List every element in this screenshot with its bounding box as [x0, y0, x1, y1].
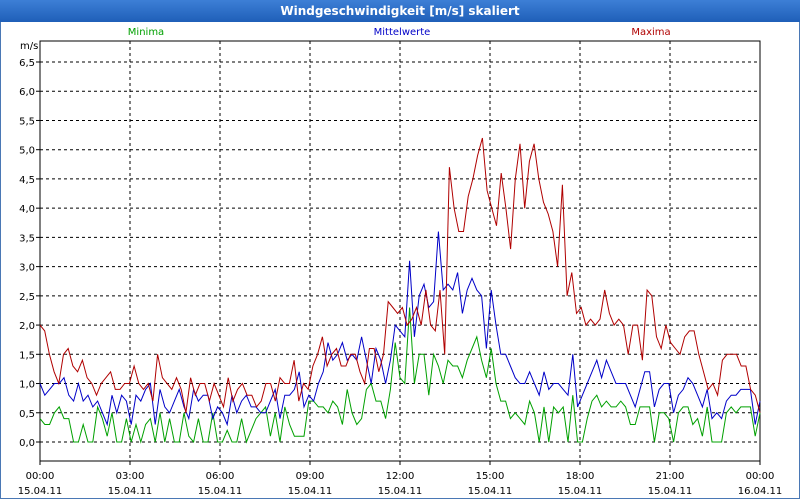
y-tick-label: 1,5 — [19, 350, 35, 361]
x-tick-date: 15.04.11 — [648, 486, 693, 497]
x-tick-date: 15.04.11 — [558, 486, 603, 497]
y-tick-label: 3,0 — [19, 263, 35, 274]
legend-maxima: Maxima — [631, 27, 670, 38]
y-tick-label: 2,0 — [19, 321, 35, 332]
y-tick-label: 5,0 — [19, 146, 35, 157]
y-tick-label: 1,0 — [19, 380, 35, 391]
x-tick-time: 09:00 — [296, 471, 325, 482]
series-line-mittelwerte — [39, 231, 761, 427]
x-tick-time: 00:00 — [746, 471, 775, 482]
x-tick-date: 15.04.11 — [378, 486, 423, 497]
y-axis-label: m/s — [20, 41, 38, 52]
x-tick-date: 15.04.11 — [108, 486, 153, 497]
y-tick-label: 0,0 — [19, 438, 35, 449]
legend-minima: Minima — [128, 27, 164, 38]
y-tick-label: 2,5 — [19, 292, 35, 303]
y-tick-label: 5,5 — [19, 116, 35, 127]
x-tick-date: 15.04.11 — [468, 486, 513, 497]
y-tick-label: 4,0 — [19, 204, 35, 215]
x-tick-time: 15:00 — [476, 471, 505, 482]
x-tick-date: 15.04.11 — [18, 486, 63, 497]
x-tick-time: 21:00 — [656, 471, 685, 482]
y-tick-label: 6,0 — [19, 87, 35, 98]
series-line-minima — [39, 307, 761, 444]
y-tick-label: 6,5 — [19, 58, 35, 69]
x-tick-time: 12:00 — [386, 471, 415, 482]
x-tick-time: 03:00 — [116, 471, 145, 482]
y-tick-label: 3,5 — [19, 233, 35, 244]
legend-mittelwerte: Mittelwerte — [374, 27, 431, 38]
x-tick-time: 06:00 — [206, 471, 235, 482]
x-tick-date: 15.04.11 — [288, 486, 333, 497]
x-tick-date: 16.04.11 — [738, 486, 783, 497]
y-tick-label: 0,5 — [19, 409, 35, 420]
x-tick-time: 00:00 — [26, 471, 55, 482]
series-line-maxima — [39, 137, 761, 413]
y-tick-label: 4,5 — [19, 175, 35, 186]
x-tick-time: 18:00 — [566, 471, 595, 482]
x-tick-date: 15.04.11 — [198, 486, 243, 497]
window-title: Windgeschwindigkeit [m/s] skaliert — [0, 0, 800, 22]
